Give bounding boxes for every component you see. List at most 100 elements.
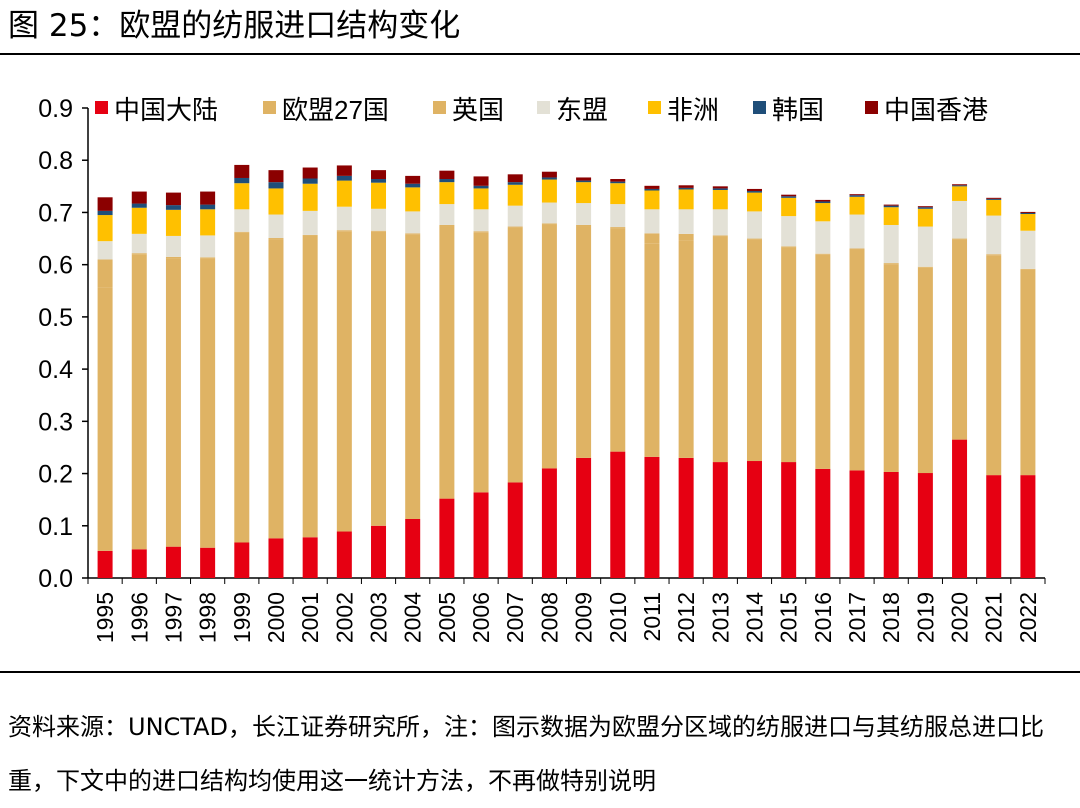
bar-segment-2013-s6 bbox=[712, 186, 728, 189]
bar-segment-2020-s3 bbox=[952, 200, 968, 239]
y-tick-label: 0.9 bbox=[38, 95, 73, 123]
bar-segment-2021-s3 bbox=[986, 215, 1002, 255]
bar-segment-2015-s0 bbox=[781, 462, 797, 578]
bar-segment-1999-s1 bbox=[234, 232, 250, 543]
bar-segment-2013-s0 bbox=[712, 462, 728, 578]
x-tick-label: 1998 bbox=[195, 592, 221, 643]
x-tick-label: 2010 bbox=[605, 592, 631, 643]
bar-segment-2012-s6 bbox=[678, 185, 694, 188]
bar-segment-2014-s0 bbox=[746, 461, 762, 578]
x-tick-label: 2011 bbox=[639, 592, 665, 641]
bar-segment-2003-s0 bbox=[371, 525, 387, 578]
bar-segment-2012-s4 bbox=[678, 189, 694, 210]
bar-segment-2008-s5 bbox=[541, 177, 557, 180]
bar-segment-2011-s6 bbox=[644, 185, 660, 189]
x-tick-label: 2016 bbox=[810, 592, 836, 643]
bar-segment-2017-s0 bbox=[849, 470, 865, 578]
bar-segment-2016-s4 bbox=[815, 203, 831, 222]
bar-segment-2020-s5 bbox=[952, 185, 968, 187]
bar-segment-1996-s0 bbox=[131, 549, 147, 578]
bar-segment-2021-s0 bbox=[986, 475, 1002, 578]
bar-segment-2011-s4 bbox=[644, 190, 660, 210]
bar-segment-1997-s4 bbox=[165, 209, 181, 236]
bar-segment-2019-s6 bbox=[917, 206, 933, 208]
bar-segment-2000-s6 bbox=[268, 170, 284, 183]
x-tick-label: 2009 bbox=[571, 592, 597, 643]
bar-segment-1995-s0 bbox=[97, 550, 113, 578]
bar-segment-2005-s6 bbox=[439, 170, 455, 180]
bar-segment-2015-s4 bbox=[781, 197, 797, 217]
bar-segment-2010-s5 bbox=[610, 181, 626, 184]
bar-segment-2000-s4 bbox=[268, 188, 284, 215]
bar-segment-2016-s0 bbox=[815, 468, 831, 578]
legend-label-2: 英国 bbox=[452, 95, 504, 125]
bar-segment-2012-s0 bbox=[678, 457, 694, 578]
y-tick-label: 0.4 bbox=[38, 356, 73, 384]
bar-segment-2003-s6 bbox=[371, 170, 387, 180]
bar-segment-2020-s2 bbox=[952, 238, 968, 240]
bar-segment-2008-s3 bbox=[541, 202, 557, 224]
bar-segment-1997-s3 bbox=[165, 235, 181, 257]
y-tick-label: 0.3 bbox=[38, 408, 73, 436]
bar-segment-1995-s1 bbox=[97, 287, 113, 551]
bar-segment-2003-s2 bbox=[371, 230, 387, 232]
bar-segment-2006-s6 bbox=[473, 176, 489, 186]
bar-segment-2010-s2 bbox=[610, 227, 626, 229]
bar-segment-2022-s4 bbox=[1020, 214, 1036, 231]
bar-segment-2008-s2 bbox=[541, 223, 557, 225]
bar-segment-2004-s6 bbox=[405, 175, 421, 184]
bar-segment-2014-s3 bbox=[746, 211, 762, 239]
bar-segment-2017-s5 bbox=[849, 195, 865, 197]
bar-segment-2003-s4 bbox=[371, 182, 387, 209]
x-tick-label: 2006 bbox=[468, 592, 494, 643]
bar-segment-2012-s1 bbox=[678, 240, 694, 458]
bar-segment-2022-s2 bbox=[1020, 268, 1036, 270]
x-tick-label: 2019 bbox=[912, 592, 938, 643]
bar-segment-2005-s4 bbox=[439, 182, 455, 205]
x-tick-label: 2017 bbox=[844, 592, 870, 643]
bar-segment-2005-s3 bbox=[439, 204, 455, 225]
bar-segment-2010-s6 bbox=[610, 179, 626, 182]
bar-segment-2002-s1 bbox=[336, 231, 352, 532]
x-tick-label: 2021 bbox=[981, 592, 1007, 643]
x-tick-label: 1999 bbox=[229, 592, 255, 643]
x-tick-label: 1996 bbox=[126, 592, 152, 643]
y-tick-label: 0.2 bbox=[38, 461, 73, 489]
bar-segment-2013-s4 bbox=[712, 189, 728, 210]
source-note: 资料来源：UNCTAD，长江证券研究所，注：图示数据为欧盟分区域的纺服进口与其纺… bbox=[8, 713, 1044, 795]
bar-segment-2018-s2 bbox=[883, 263, 899, 265]
bar-segment-2004-s0 bbox=[405, 518, 421, 578]
bar-segment-1996-s1 bbox=[131, 254, 147, 550]
bar-segment-1997-s5 bbox=[165, 205, 181, 210]
bar-segment-2016-s3 bbox=[815, 221, 831, 254]
bar-segment-1996-s4 bbox=[131, 207, 147, 234]
bar-segment-1999-s5 bbox=[234, 177, 250, 184]
bar-segment-2018-s4 bbox=[883, 207, 899, 225]
bar-segment-2012-s3 bbox=[678, 209, 694, 234]
bar-segment-2008-s6 bbox=[541, 171, 557, 178]
bar-segment-1998-s1 bbox=[200, 258, 216, 548]
bar-segment-2021-s1 bbox=[986, 255, 1002, 476]
legend-swatch-6 bbox=[865, 101, 878, 114]
x-tick-label: 2015 bbox=[776, 592, 802, 643]
bar-segment-2008-s4 bbox=[541, 179, 557, 203]
bar-segment-2002-s2 bbox=[336, 230, 352, 232]
legend-label-1: 欧盟27国 bbox=[282, 95, 389, 125]
bar-segment-1998-s3 bbox=[200, 235, 216, 258]
bar-segment-2010-s0 bbox=[610, 451, 626, 578]
bar-segment-2006-s2 bbox=[473, 231, 489, 233]
bar-segment-2006-s3 bbox=[473, 209, 489, 232]
bar-segment-2018-s5 bbox=[883, 205, 899, 208]
bar-segment-2007-s4 bbox=[507, 184, 523, 206]
bar-segment-2019-s4 bbox=[917, 208, 933, 227]
legend-label-6: 中国香港 bbox=[884, 95, 988, 125]
bar-segment-2006-s5 bbox=[473, 185, 489, 189]
bar-segment-2001-s3 bbox=[302, 210, 318, 235]
bar-segment-2017-s1 bbox=[849, 249, 865, 471]
bar-segment-2007-s0 bbox=[507, 482, 523, 578]
bar-segment-2000-s0 bbox=[268, 538, 284, 578]
bar-segment-1999-s4 bbox=[234, 183, 250, 210]
bar-segment-2009-s0 bbox=[576, 457, 592, 578]
bar-segment-2017-s6 bbox=[849, 194, 865, 196]
bar-segment-2016-s1 bbox=[815, 254, 831, 469]
